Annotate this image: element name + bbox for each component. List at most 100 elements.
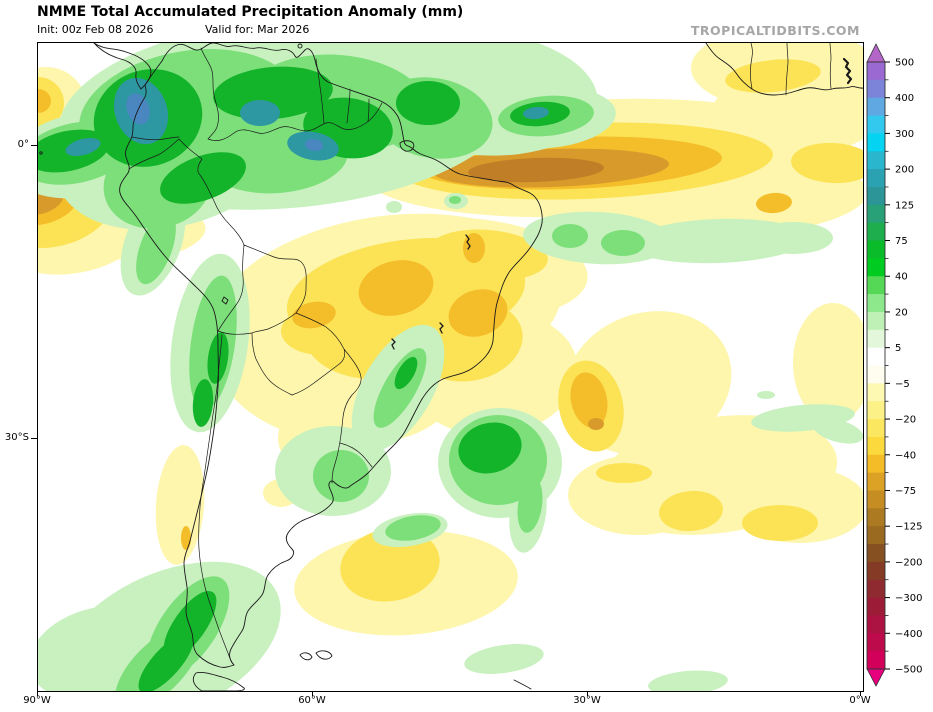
coastline-layer xyxy=(39,43,863,691)
valid-time-label: Valid for: Mar 2026 xyxy=(205,23,310,36)
anomaly-blob xyxy=(464,644,544,674)
colorbar-segment xyxy=(867,526,885,545)
colorbar-segment xyxy=(867,561,885,581)
anomaly-blob xyxy=(648,670,728,691)
colorbar-tick-label: −400 xyxy=(895,629,922,640)
tierra-del-fuego-island xyxy=(192,672,245,691)
trinidad-island xyxy=(297,43,303,49)
colorbar-segment xyxy=(867,329,885,349)
watermark: TROPICALTIDBITS.COM xyxy=(690,23,860,38)
longitude-tick xyxy=(860,691,861,696)
colorbar-tick-label: 400 xyxy=(895,93,914,104)
colorbar-tick-label: 5 xyxy=(895,343,901,354)
colorbar-segment xyxy=(867,169,885,188)
anomaly-blob xyxy=(588,418,604,430)
longitude-tick xyxy=(37,691,38,696)
colorbar-segment xyxy=(867,294,885,313)
init-time-label: Init: 00z Feb 08 2026 xyxy=(37,23,154,36)
colorbar-tick-label: 300 xyxy=(895,129,914,140)
page-title: NMME Total Accumulated Precipitation Ano… xyxy=(37,4,464,20)
lake-volta xyxy=(842,57,853,85)
colorbar-segment xyxy=(867,597,885,616)
colorbar-segment xyxy=(867,311,885,331)
colorbar-tick-label: −75 xyxy=(895,486,916,497)
colorbar-segment xyxy=(867,383,885,402)
colorbar-segment xyxy=(867,454,885,474)
anomaly-blob xyxy=(65,137,101,157)
river-marks xyxy=(391,234,471,350)
anomaly-blob xyxy=(812,418,863,444)
colorbar-segment xyxy=(867,62,885,81)
south-america-coastline xyxy=(119,43,543,668)
anomaly-blob xyxy=(292,301,336,329)
anomaly-blob xyxy=(428,229,548,281)
colorbar-segment xyxy=(867,436,885,456)
colorbar-segment xyxy=(867,276,885,295)
anomaly-blob xyxy=(394,356,418,390)
south-georgia-island xyxy=(513,679,532,690)
anomaly-blob xyxy=(601,230,645,256)
colorbar-segment xyxy=(867,472,885,491)
colorbar-tick-label: −20 xyxy=(895,415,916,426)
longitude-tick xyxy=(312,691,313,696)
longitude-tick xyxy=(587,691,588,696)
anomaly-blob xyxy=(358,260,434,316)
anomaly-blob xyxy=(517,477,543,533)
colorbar-segment xyxy=(867,240,885,259)
anomaly-blob xyxy=(313,450,369,502)
anomaly-blob xyxy=(463,233,485,263)
colorbar-segment xyxy=(867,490,885,509)
colorbar-tick-label: −125 xyxy=(895,522,922,533)
colorbar-tick-label: −500 xyxy=(895,665,922,676)
anomaly-blob xyxy=(757,391,775,399)
precipitation-anomaly-map xyxy=(38,43,863,691)
anomaly-blob xyxy=(756,192,792,214)
colorbar-tick-label: 200 xyxy=(895,165,914,176)
colorbar-segment xyxy=(867,544,885,563)
central-america-coastline xyxy=(93,43,152,90)
colorbar-arrow-bottom xyxy=(866,668,886,687)
colorbar-segment xyxy=(867,508,885,527)
longitude-tick-label: 30°W xyxy=(573,695,601,706)
anomaly-blob xyxy=(160,152,246,204)
colorbar-segment xyxy=(867,365,885,384)
anomaly-blob xyxy=(240,100,280,126)
latitude-tick xyxy=(31,438,37,439)
colorbar-segment xyxy=(867,97,885,117)
galapagos-island xyxy=(39,151,43,155)
colorbar-tick-label: −300 xyxy=(895,593,922,604)
falkland-islands xyxy=(299,650,333,661)
anomaly-blob xyxy=(725,59,821,93)
colorbar-tick-label: 20 xyxy=(895,307,908,318)
anomaly-blob-layer xyxy=(38,43,863,691)
colorbar-tick-label: −40 xyxy=(895,450,916,461)
colorbar-segment xyxy=(867,186,885,206)
colorbar-segment xyxy=(867,401,885,420)
colorbar-segment xyxy=(867,258,885,277)
colorbar-segment xyxy=(867,79,885,99)
colorbar-tick-label: −200 xyxy=(895,557,922,568)
latitude-tick-label: 0° xyxy=(17,139,29,150)
anomaly-blob xyxy=(386,201,402,213)
anomaly-blob xyxy=(38,77,64,129)
country-borders xyxy=(128,47,383,666)
anomaly-blob xyxy=(136,211,176,285)
longitude-tick-label: 60°W xyxy=(298,695,326,706)
anomaly-blob xyxy=(305,138,323,152)
colorbar-segment xyxy=(867,419,885,438)
colorbar-segment xyxy=(867,222,885,242)
marajo-island xyxy=(399,140,415,152)
colorbar-segment xyxy=(867,133,885,152)
anomaly-blob xyxy=(448,289,508,337)
lake-titicaca xyxy=(221,296,229,305)
latitude-tick-label: 30°S xyxy=(4,432,29,443)
anomaly-blob xyxy=(742,505,818,541)
anomaly-blob xyxy=(570,372,608,428)
anomaly-blob xyxy=(793,303,863,423)
colorbar-tick-label: −5 xyxy=(895,379,910,390)
anomaly-blob xyxy=(523,106,549,120)
colorbar-segment xyxy=(867,633,885,652)
longitude-tick-label: 90°W xyxy=(23,695,51,706)
anomaly-blob xyxy=(138,633,194,691)
